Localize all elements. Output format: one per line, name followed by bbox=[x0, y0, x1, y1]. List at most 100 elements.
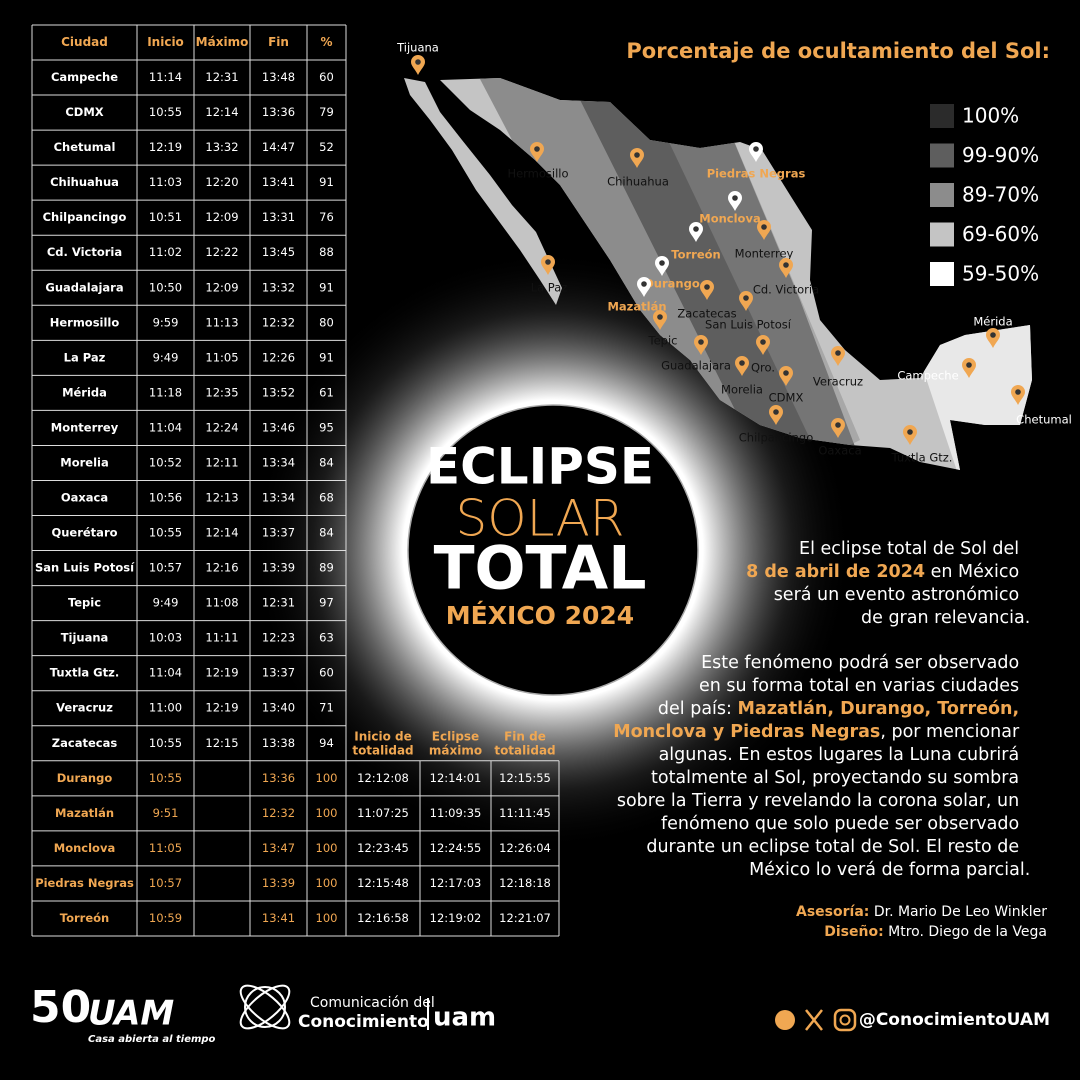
city-label: Qro. bbox=[751, 361, 775, 375]
table-cell: 100 bbox=[316, 771, 338, 785]
table-cell: 10:59 bbox=[149, 911, 182, 925]
table-cell: 79 bbox=[319, 105, 334, 119]
table-cell: 71 bbox=[319, 701, 334, 715]
table-cell: 97 bbox=[319, 596, 334, 610]
table-cell: Tijuana bbox=[61, 631, 109, 645]
table-cell: Campeche bbox=[51, 70, 118, 84]
city-label: Tuxtla Gtz. bbox=[891, 451, 953, 465]
city-pin bbox=[728, 191, 742, 211]
table-cell: 91 bbox=[319, 280, 334, 294]
table-cell: 12:35 bbox=[205, 385, 238, 399]
table-cell: 10:55 bbox=[149, 526, 182, 540]
table-cell: 80 bbox=[319, 315, 334, 329]
legend-swatch bbox=[930, 183, 954, 207]
table-cell: 11:07:25 bbox=[357, 806, 409, 820]
table-cell: Oaxaca bbox=[61, 491, 108, 505]
city-pin bbox=[700, 280, 714, 300]
table-cell: 94 bbox=[319, 736, 334, 750]
table-cell: 12:14:01 bbox=[430, 771, 482, 785]
table-cell: 60 bbox=[319, 666, 334, 680]
city-pin-dot bbox=[698, 339, 704, 345]
legend-swatch bbox=[930, 104, 954, 128]
city-pin-dot bbox=[753, 146, 759, 152]
legend-title: Porcentaje de ocultamiento del Sol: bbox=[626, 39, 1050, 63]
table-cell: 12:32 bbox=[262, 315, 295, 329]
text-run: 8 de abril de 2024 bbox=[746, 562, 925, 582]
table-cell: 10:55 bbox=[149, 736, 182, 750]
table-cell: 12:14 bbox=[205, 526, 238, 540]
table-cell: Morelia bbox=[60, 455, 108, 469]
table-cell: 13:45 bbox=[262, 245, 295, 259]
city-pin-dot bbox=[634, 152, 640, 158]
table-cell: 13:48 bbox=[262, 70, 295, 84]
facebook-icon[interactable] bbox=[775, 1010, 795, 1030]
table-cell: 91 bbox=[319, 350, 334, 364]
table-cell: 12:19 bbox=[205, 701, 238, 715]
footer: 50 UAM Casa abierta al tiempo Comunicaci… bbox=[30, 982, 1050, 1045]
city-pin-dot bbox=[545, 259, 551, 265]
city-label: Monclova bbox=[699, 212, 760, 226]
table-cell: CDMX bbox=[65, 105, 103, 119]
legend-swatch bbox=[930, 222, 954, 247]
city-pin-dot bbox=[835, 422, 841, 428]
city-pin-dot bbox=[693, 226, 699, 232]
table-cell: 12:12:08 bbox=[357, 771, 409, 785]
table-cell: 13:37 bbox=[262, 526, 295, 540]
x-icon[interactable] bbox=[805, 1009, 823, 1031]
table-cell: 10:52 bbox=[149, 455, 182, 469]
table-cell: 10:56 bbox=[149, 491, 182, 505]
city-pin-dot bbox=[761, 224, 767, 230]
city-pin bbox=[756, 335, 770, 355]
text-run: sobre la Tierra y revelando la corona so… bbox=[617, 791, 1019, 811]
title-line: TOTAL bbox=[434, 534, 647, 604]
table-cell: 10:57 bbox=[149, 561, 182, 575]
logo-text: UAM bbox=[88, 994, 174, 1034]
table-cell: 100 bbox=[316, 876, 338, 890]
city-pin bbox=[689, 222, 703, 242]
table-cell: 11:00 bbox=[149, 701, 182, 715]
city-label: La Paz bbox=[531, 281, 568, 295]
city-pin-dot bbox=[743, 295, 749, 301]
table-cell: 88 bbox=[319, 245, 334, 259]
table-cell: 89 bbox=[319, 561, 334, 575]
table-cell: Torreón bbox=[60, 911, 109, 925]
city-pin-dot bbox=[783, 262, 789, 268]
table-cell: 76 bbox=[319, 210, 334, 224]
table-cell: 11:08 bbox=[205, 596, 238, 610]
table-cell: 11:11:45 bbox=[499, 806, 551, 820]
city-pin bbox=[411, 55, 425, 75]
city-pin bbox=[739, 291, 753, 311]
text-run: en México bbox=[925, 562, 1019, 582]
instagram-icon[interactable] bbox=[833, 1008, 857, 1032]
credit: Asesoría: Dr. Mario De Leo Winkler bbox=[796, 904, 1047, 920]
city-label: Veracruz bbox=[813, 375, 863, 389]
header-cell: % bbox=[320, 35, 332, 49]
moon bbox=[407, 404, 699, 696]
city-pin-dot bbox=[966, 362, 972, 368]
tagline: Casa abierta al tiempo bbox=[88, 1034, 216, 1045]
table-cell: 11:14 bbox=[149, 70, 182, 84]
table-cell: 12:21:07 bbox=[499, 911, 551, 925]
map-zone bbox=[630, 78, 860, 460]
city-label: Mazatlán bbox=[607, 300, 666, 314]
table-cell: 11:02 bbox=[149, 245, 182, 259]
table-cell: 12:19 bbox=[205, 666, 238, 680]
table-cell: 68 bbox=[319, 491, 334, 505]
table-cell: Cd. Victoria bbox=[47, 245, 122, 259]
city-pin bbox=[986, 328, 1000, 348]
table-cell: 13:36 bbox=[262, 105, 295, 119]
city-pin bbox=[630, 148, 644, 168]
text-run: Dr. Mario De Leo Winkler bbox=[869, 904, 1047, 920]
city-pin bbox=[735, 356, 749, 376]
city-label: Tijuana bbox=[396, 41, 439, 55]
table-cell: 9:49 bbox=[153, 350, 179, 364]
table-cell: 11:05 bbox=[205, 350, 238, 364]
table-cell: Veracruz bbox=[56, 701, 113, 715]
social-handle[interactable]: @ConocimientoUAM bbox=[859, 1010, 1050, 1030]
table-cell: San Luis Potosí bbox=[35, 561, 135, 575]
city-pin bbox=[653, 310, 667, 330]
city-label: Chilpancingo bbox=[739, 431, 814, 445]
table-cell: Chetumal bbox=[54, 140, 116, 154]
city-pin-dot bbox=[534, 146, 540, 152]
table-cell: 10:55 bbox=[149, 105, 182, 119]
